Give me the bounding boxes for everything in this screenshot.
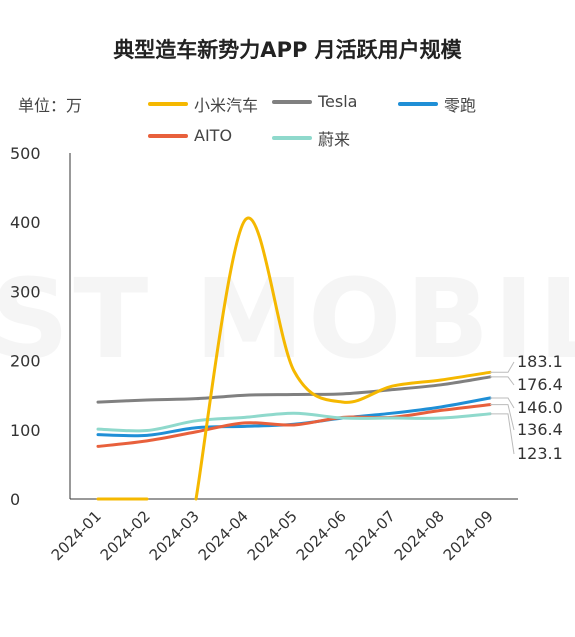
y-tick-label: 500 [10,144,41,163]
series-end-label: 123.1 [517,444,563,463]
x-tick-label: 2024-04 [195,507,252,564]
y-tick-label: 100 [10,421,41,440]
end-label-leader [490,376,515,386]
legend-item: Tesla [272,92,357,111]
x-tick-label: 2024-09 [440,507,497,564]
series-end-label: 176.4 [517,375,563,394]
end-label-leader [490,404,515,431]
legend-item: 零跑 [398,92,476,116]
x-tick-label: 2024-07 [342,507,399,564]
y-tick-label: 200 [10,352,41,371]
x-tick-label: 2024-02 [97,507,154,564]
legend-swatch [148,102,188,106]
end-label-leader [490,397,515,409]
y-tick-label: 400 [10,213,41,232]
legend-item: 蔚来 [272,126,350,150]
legend-swatch [148,133,188,138]
legend-item: AITO [148,126,232,145]
legend-label: Tesla [318,92,358,111]
legend-label: AITO [194,126,233,145]
y-tick-label: 0 [10,490,20,509]
legend-label: 蔚来 [318,130,351,149]
series-line [96,411,492,433]
series-line [96,403,492,448]
end-label-leader [490,413,515,455]
legend-swatch [398,102,438,106]
legend-label: 零跑 [444,96,477,115]
x-tick-label: 2024-01 [48,507,105,564]
series-end-label: 146.0 [517,398,563,417]
legend-swatch [272,99,312,104]
x-tick-label: 2024-08 [391,507,448,564]
series-end-label: 183.1 [517,352,563,371]
series-end-label: 136.4 [517,420,563,439]
series-line [96,375,492,404]
end-label-leader [490,361,515,373]
unit-label: 单位：万 [18,96,83,115]
x-tick-label: 2024-05 [244,507,301,564]
series-line-xiaomi-segment-b [194,216,492,501]
y-tick-label: 300 [10,282,41,301]
x-tick-label: 2024-03 [146,507,203,564]
x-tick-label: 2024-06 [293,507,350,564]
legend-label: 小米汽车 [194,96,259,115]
legend-item: 小米汽车 [148,92,258,116]
legend-swatch [272,136,312,140]
chart-title: 典型造车新势力APP 月活跃用户规模 [113,38,462,62]
